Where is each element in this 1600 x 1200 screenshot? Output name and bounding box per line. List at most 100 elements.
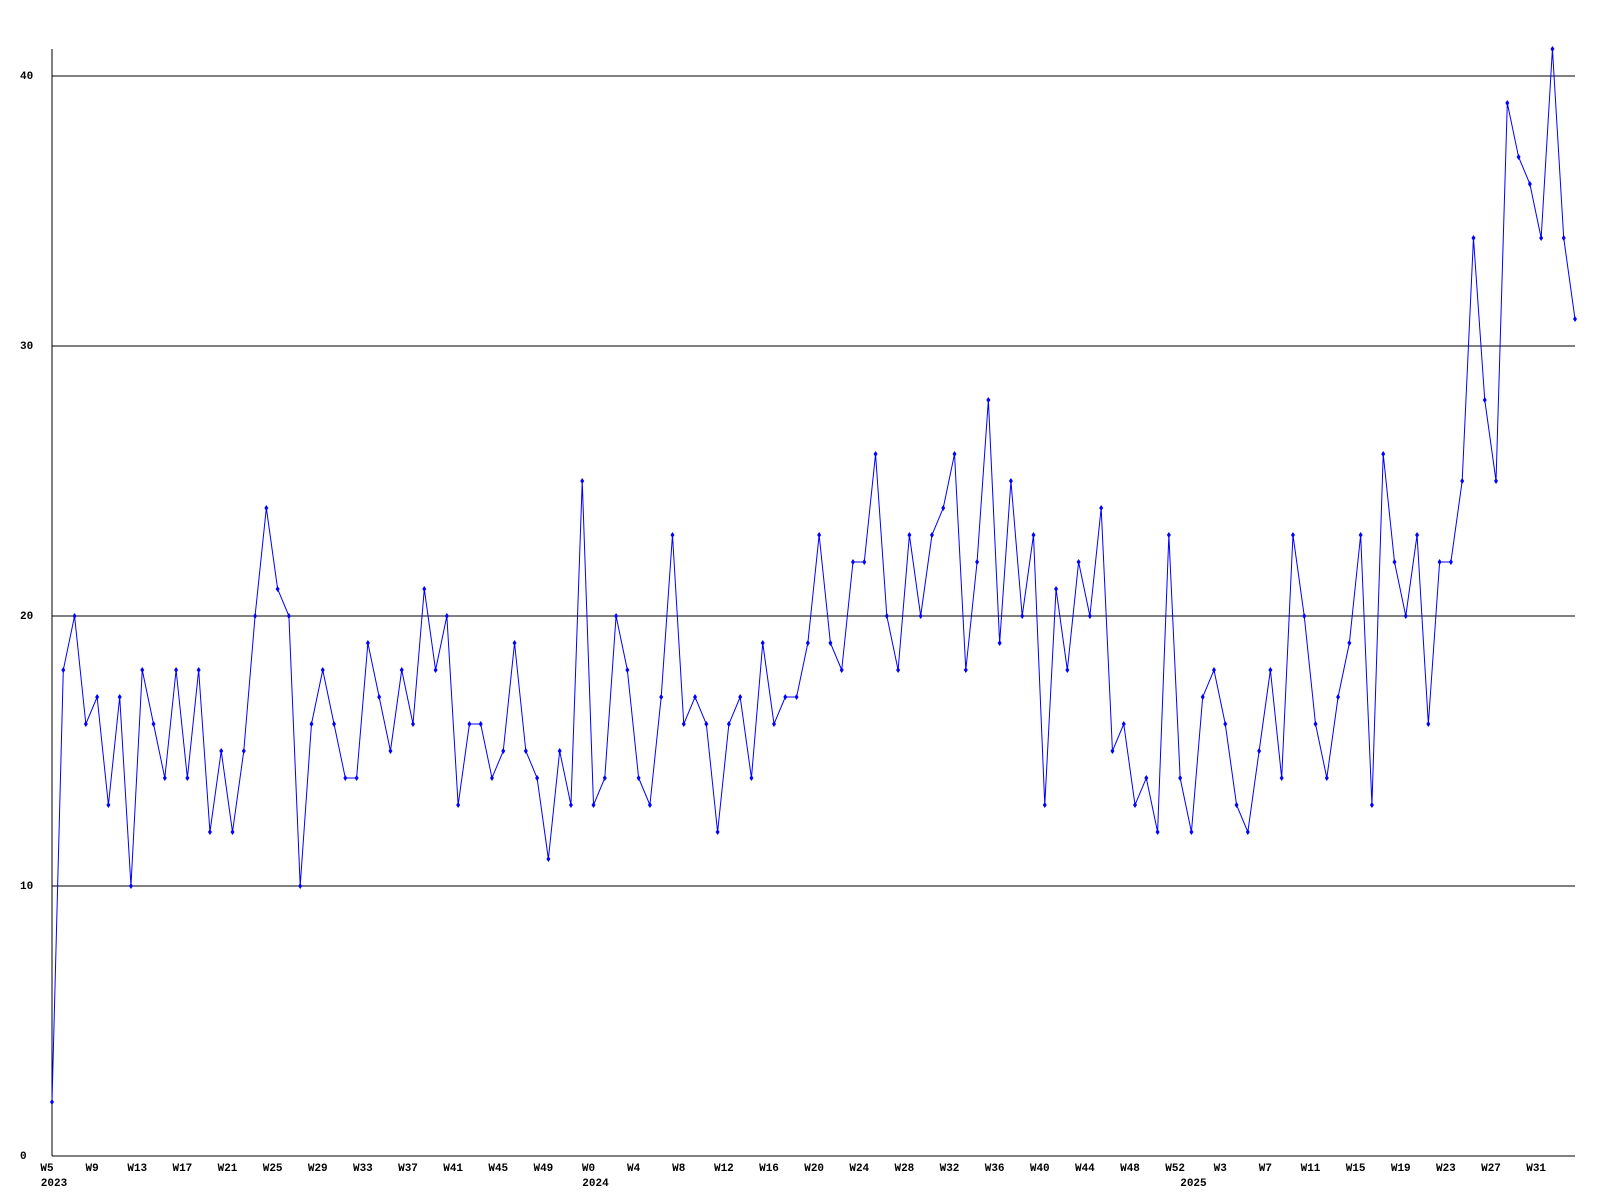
x-tick-label: W19	[1391, 1163, 1411, 1175]
y-tick-label: 10	[20, 881, 33, 893]
point-marker	[862, 559, 867, 565]
x-tick-label: W15	[1346, 1163, 1366, 1175]
point-marker	[354, 775, 359, 781]
point-marker	[241, 748, 246, 754]
y-tick-label: 30	[20, 341, 33, 353]
point-marker	[1087, 613, 1092, 619]
point-marker	[1290, 532, 1295, 538]
point-marker	[456, 802, 461, 808]
point-marker	[783, 694, 788, 700]
point-marker	[772, 721, 777, 727]
x-tick-label: W37	[398, 1163, 418, 1175]
point-marker	[647, 802, 652, 808]
point-marker	[1561, 235, 1566, 241]
point-marker	[693, 694, 698, 700]
point-marker	[1437, 559, 1442, 565]
point-marker	[1133, 802, 1138, 808]
x-tick-label: W21	[218, 1163, 238, 1175]
point-marker	[365, 640, 370, 646]
point-marker	[230, 829, 235, 835]
point-marker	[1336, 694, 1341, 700]
point-marker	[1494, 478, 1499, 484]
point-marker	[50, 1099, 54, 1105]
point-marker	[433, 667, 438, 673]
x-tick-label: W25	[263, 1163, 283, 1175]
point-marker	[1008, 478, 1013, 484]
point-marker	[196, 667, 201, 673]
point-marker	[1110, 748, 1115, 754]
point-marker	[253, 613, 258, 619]
point-marker	[1189, 829, 1194, 835]
point-marker	[828, 640, 833, 646]
point-marker	[1471, 235, 1476, 241]
point-marker	[117, 694, 122, 700]
x-tick-label: W7	[1259, 1163, 1272, 1175]
point-marker	[986, 397, 991, 403]
point-marker	[535, 775, 540, 781]
point-marker	[907, 532, 912, 538]
point-marker	[715, 829, 720, 835]
point-marker	[1144, 775, 1149, 781]
point-marker	[83, 721, 88, 727]
x-tick-label: W9	[86, 1163, 99, 1175]
y-tick-label: 20	[20, 611, 33, 623]
point-marker	[1505, 100, 1510, 106]
point-marker	[1054, 586, 1059, 592]
x-tick-label: W23	[1436, 1163, 1456, 1175]
point-marker	[952, 451, 957, 457]
point-marker	[174, 667, 179, 673]
point-marker	[817, 532, 822, 538]
point-marker	[523, 748, 528, 754]
point-marker	[151, 721, 156, 727]
point-marker	[1065, 667, 1070, 673]
point-marker	[726, 721, 731, 727]
point-marker	[95, 694, 100, 700]
point-marker	[839, 667, 844, 673]
point-marker	[140, 667, 145, 673]
point-marker	[1121, 721, 1126, 727]
point-marker	[568, 802, 573, 808]
point-marker	[1234, 802, 1239, 808]
point-marker	[1178, 775, 1183, 781]
y-tick-label: 40	[20, 71, 33, 83]
point-marker	[1369, 802, 1374, 808]
point-marker	[444, 613, 449, 619]
point-marker	[884, 613, 889, 619]
point-marker	[557, 748, 562, 754]
point-marker	[309, 721, 314, 727]
point-marker	[1076, 559, 1081, 565]
point-marker	[580, 478, 585, 484]
point-marker	[975, 559, 980, 565]
x-tick-label: W45	[488, 1163, 508, 1175]
point-marker	[794, 694, 799, 700]
point-marker	[929, 532, 934, 538]
point-marker	[320, 667, 325, 673]
point-marker	[377, 694, 382, 700]
point-marker	[298, 883, 303, 889]
point-marker	[896, 667, 901, 673]
point-marker	[1403, 613, 1408, 619]
point-marker	[941, 505, 946, 511]
point-marker	[1245, 829, 1250, 835]
point-marker	[681, 721, 686, 727]
point-marker	[512, 640, 517, 646]
x-tick-label: W32	[940, 1163, 960, 1175]
point-marker	[1460, 478, 1465, 484]
series-line	[51, 48, 1576, 1103]
x-tick-label: W16	[759, 1163, 779, 1175]
x-tick-label: W52	[1165, 1163, 1185, 1175]
point-marker	[670, 532, 675, 538]
point-marker	[264, 505, 269, 511]
point-marker	[1223, 721, 1228, 727]
point-marker	[1324, 775, 1329, 781]
x-tick-label: W27	[1481, 1163, 1501, 1175]
point-marker	[1257, 748, 1262, 754]
point-marker	[625, 667, 630, 673]
point-marker	[1392, 559, 1397, 565]
point-marker	[207, 829, 212, 835]
x-tick-label: W33	[353, 1163, 373, 1175]
point-marker	[1381, 451, 1386, 457]
point-marker	[1268, 667, 1273, 673]
point-marker	[72, 613, 77, 619]
